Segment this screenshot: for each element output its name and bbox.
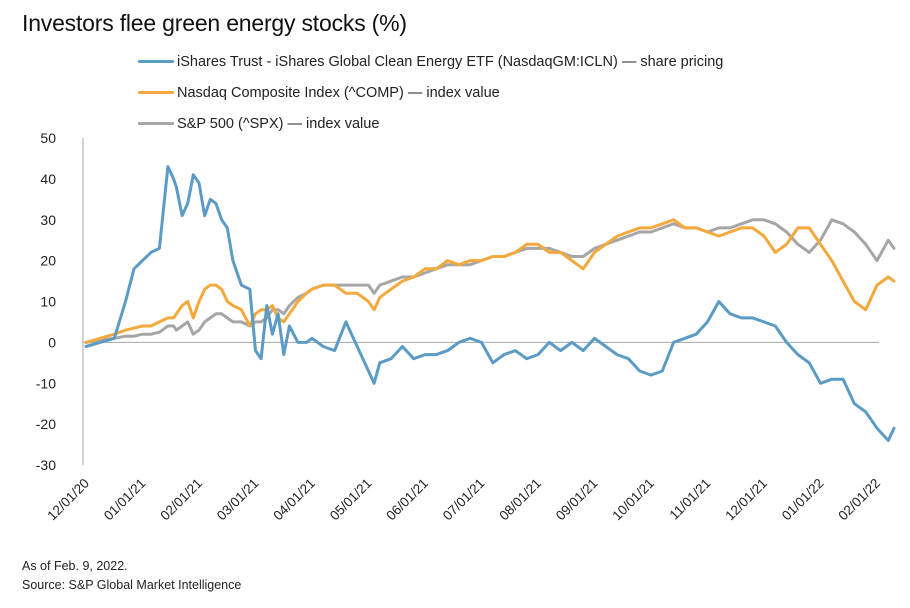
x-tick-label: 12/01/20: [44, 476, 92, 524]
x-tick-label: 06/01/21: [383, 476, 431, 524]
y-tick-label: 20: [40, 253, 56, 269]
legend-label-sp500: S&P 500 (^SPX) — index value: [177, 115, 380, 132]
x-tick-label: 02/01/22: [835, 476, 883, 524]
y-tick-label: 0: [48, 334, 56, 350]
x-tick-label: 09/01/21: [553, 476, 601, 524]
x-tick-label: 02/01/21: [157, 476, 205, 524]
legend-label-nasdaq: Nasdaq Composite Index (^COMP) — index v…: [177, 84, 500, 101]
chart-legend: iShares Trust - iShares Global Clean Ene…: [138, 46, 723, 139]
series-line-sp500: [84, 218, 896, 344]
series-line-nasdaq: [84, 218, 896, 344]
chart-title: Investors flee green energy stocks (%): [22, 10, 407, 36]
x-tick-label: 03/01/21: [214, 476, 262, 524]
y-tick-label: 10: [40, 294, 56, 310]
y-tick-labels: 50 40 30 20 10 0 -10 -20 -30: [36, 130, 56, 473]
legend-swatch-sp500: [138, 122, 174, 125]
x-tick-label: 11/01/21: [667, 476, 714, 523]
x-tick-labels: 12/01/20 01/01/21 02/01/21 03/01/21 04/01/21…: [44, 476, 883, 524]
x-tick-label: 12/01/21: [722, 476, 770, 524]
footnote-source: Source: S&P Global Market Intelligence: [22, 578, 242, 592]
legend-swatch-nasdaq: [138, 91, 174, 94]
x-tick-label: 08/01/21: [496, 476, 544, 524]
legend-item-sp500: S&P 500 (^SPX) — index value: [138, 108, 723, 139]
x-tick-label: 07/01/21: [440, 476, 488, 524]
axes: [82, 138, 879, 465]
legend-label-icln: iShares Trust - iShares Global Clean Ene…: [177, 53, 724, 70]
legend-item-icln: iShares Trust - iShares Global Clean Ene…: [138, 46, 723, 77]
series-line-icln: [84, 165, 896, 442]
y-tick-label: 40: [40, 171, 56, 187]
legend-item-nasdaq: Nasdaq Composite Index (^COMP) — index v…: [138, 77, 723, 108]
x-tick-label: 10/01/21: [609, 476, 657, 524]
x-tick-label: 01/01/22: [779, 476, 827, 524]
x-tick-label: 01/01/21: [101, 476, 149, 524]
x-tick-label: 04/01/21: [270, 476, 318, 524]
footnote-as-of: As of Feb. 9, 2022.: [22, 559, 128, 573]
series-lines: [84, 165, 896, 442]
y-tick-label: -10: [36, 375, 56, 391]
y-tick-label: 30: [40, 212, 56, 228]
y-tick-label: -20: [36, 416, 56, 432]
legend-swatch-icln: [138, 60, 174, 63]
x-tick-label: 05/01/21: [327, 476, 375, 524]
y-tick-label: 50: [40, 130, 56, 146]
y-tick-label: -30: [36, 457, 56, 473]
